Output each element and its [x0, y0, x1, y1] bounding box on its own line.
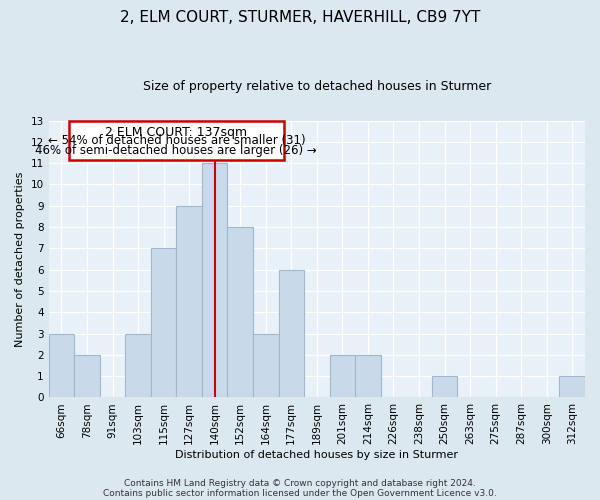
- Bar: [49, 334, 74, 398]
- Bar: [253, 334, 278, 398]
- Bar: [125, 334, 151, 398]
- Text: ← 54% of detached houses are smaller (31): ← 54% of detached houses are smaller (31…: [47, 134, 305, 147]
- Bar: [227, 227, 253, 398]
- Bar: [432, 376, 457, 398]
- Bar: [74, 355, 100, 398]
- Bar: [355, 355, 380, 398]
- X-axis label: Distribution of detached houses by size in Sturmer: Distribution of detached houses by size …: [175, 450, 458, 460]
- Bar: [329, 355, 355, 398]
- Title: Size of property relative to detached houses in Sturmer: Size of property relative to detached ho…: [143, 80, 491, 93]
- Bar: [151, 248, 176, 398]
- Text: 46% of semi-detached houses are larger (26) →: 46% of semi-detached houses are larger (…: [35, 144, 317, 157]
- Bar: [278, 270, 304, 398]
- Text: Contains HM Land Registry data © Crown copyright and database right 2024.: Contains HM Land Registry data © Crown c…: [124, 478, 476, 488]
- Bar: [202, 163, 227, 398]
- Y-axis label: Number of detached properties: Number of detached properties: [15, 172, 25, 346]
- Text: Contains public sector information licensed under the Open Government Licence v3: Contains public sector information licen…: [103, 488, 497, 498]
- Bar: [559, 376, 585, 398]
- Text: 2, ELM COURT, STURMER, HAVERHILL, CB9 7YT: 2, ELM COURT, STURMER, HAVERHILL, CB9 7Y…: [120, 10, 480, 25]
- Bar: [176, 206, 202, 398]
- Text: 2 ELM COURT: 137sqm: 2 ELM COURT: 137sqm: [106, 126, 247, 139]
- FancyBboxPatch shape: [69, 120, 284, 160]
